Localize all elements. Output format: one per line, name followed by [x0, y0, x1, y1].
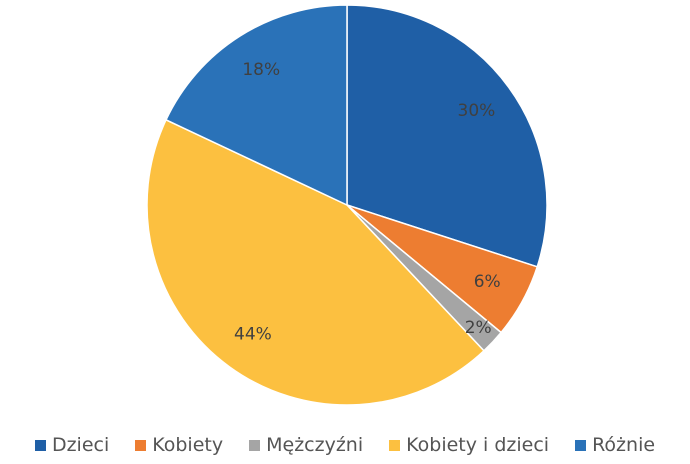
legend-swatch [389, 439, 401, 451]
data-label: 6% [474, 272, 501, 292]
legend-item: Mężczyźni [249, 434, 363, 456]
data-label: 44% [234, 324, 272, 344]
legend-label: Kobiety [152, 434, 224, 456]
legend-swatch [249, 439, 261, 451]
pie-slice [346, 4, 548, 268]
data-label: 2% [465, 318, 492, 338]
pie-slice [165, 4, 348, 207]
data-label: 30% [458, 101, 496, 121]
legend: Dzieci Kobiety Mężczyźni Kobiety i dzieci Ró… [0, 434, 690, 456]
legend-item: Kobiety [135, 434, 223, 456]
legend-label: Kobiety i dzieci [406, 434, 550, 456]
legend-item: Dzieci [34, 434, 110, 456]
pie-slice [146, 118, 485, 406]
pie: 30% 6% 2% 44% 18% [146, 4, 548, 406]
legend-label: Dzieci [51, 434, 110, 456]
legend-item: Różnie [575, 434, 655, 456]
legend-swatch [135, 439, 147, 451]
legend-item: Kobiety i dzieci [389, 434, 549, 456]
legend-label: Mężczyźni [266, 434, 364, 456]
legend-label: Różnie [592, 434, 656, 456]
legend-swatch [34, 439, 46, 451]
legend-swatch [575, 439, 587, 451]
data-label: 18% [242, 60, 280, 80]
